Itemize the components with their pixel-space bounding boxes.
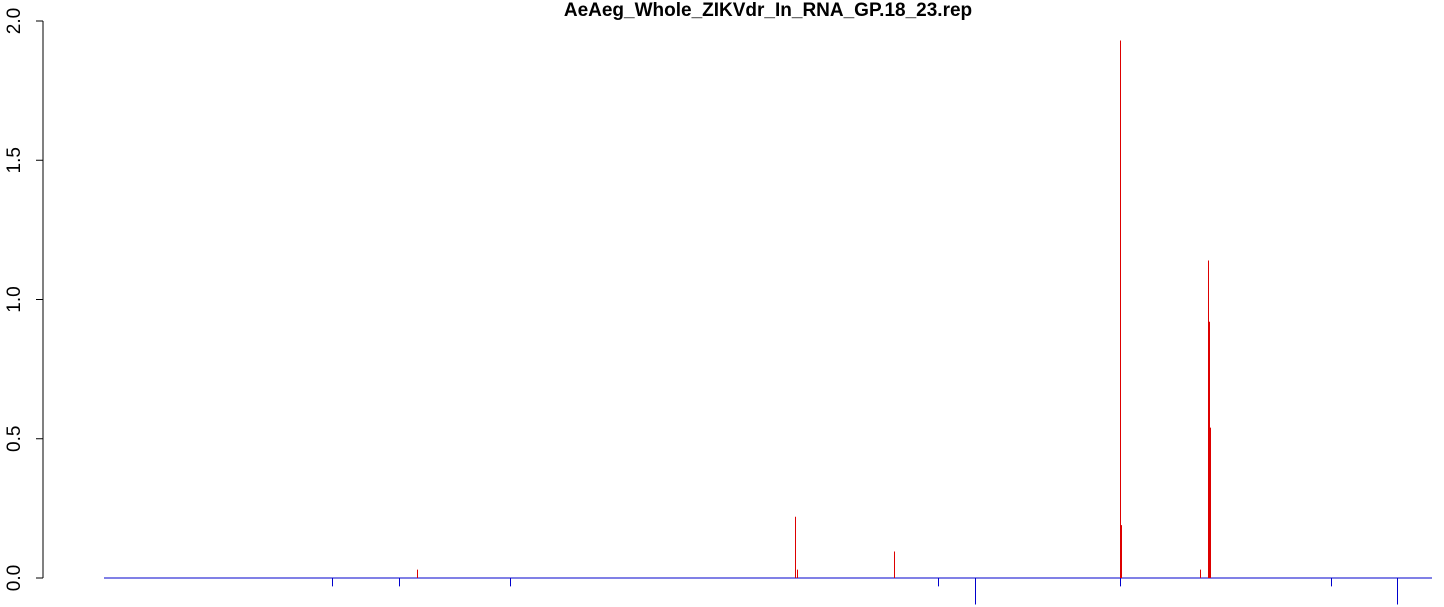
y-axis: 0.0 0.5 1.0 1.5 2.0	[4, 8, 44, 591]
y-tick-label: 1.0	[4, 286, 25, 312]
chart-title: AeAeg_Whole_ZIKVdr_In_RNA_GP.18_23.rep	[564, 0, 972, 21]
y-tick-label: 1.5	[4, 147, 25, 173]
y-tick-label: 2.0	[4, 8, 25, 34]
y-tick-label: 0.0	[4, 565, 25, 591]
y-tick-label: 0.5	[4, 426, 25, 452]
bars	[332, 40, 1398, 605]
